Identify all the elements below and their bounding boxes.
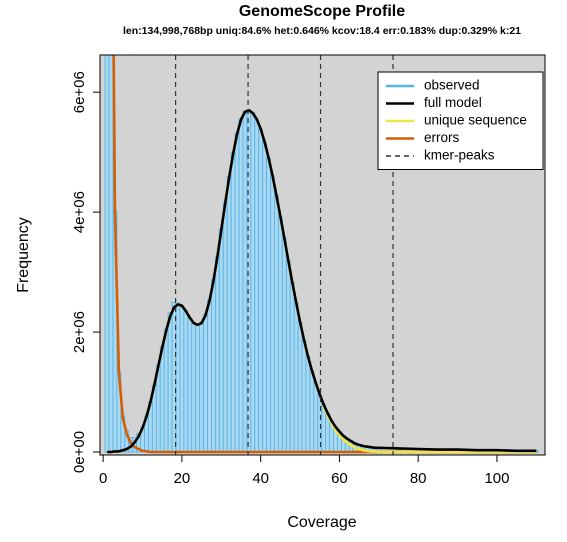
bar bbox=[214, 256, 220, 453]
plot-frame bbox=[99, 54, 546, 456]
bar bbox=[210, 279, 216, 453]
bar bbox=[270, 175, 275, 453]
x-tick-label: 80 bbox=[410, 470, 427, 487]
legend-label: unique sequence bbox=[424, 113, 527, 128]
bar bbox=[309, 370, 315, 453]
y-tick-label: 2e+06 bbox=[71, 311, 88, 353]
bar bbox=[238, 118, 244, 453]
y-axis-label: Frequency bbox=[15, 217, 32, 293]
x-tick-label: 60 bbox=[331, 470, 348, 487]
x-tick-label: 40 bbox=[252, 470, 269, 487]
bar bbox=[230, 152, 236, 453]
bar bbox=[175, 302, 181, 453]
bar bbox=[183, 311, 189, 453]
bar bbox=[159, 346, 165, 453]
bar bbox=[297, 322, 303, 453]
bar bbox=[187, 317, 193, 453]
bar bbox=[305, 356, 311, 453]
bar bbox=[293, 302, 299, 453]
legend-label: errors bbox=[424, 130, 460, 145]
bar bbox=[218, 228, 224, 453]
bar bbox=[191, 322, 197, 453]
bar bbox=[285, 260, 291, 453]
chart-subtitle: len:134,998,768bp uniq:84.6% het:0.646% … bbox=[123, 25, 521, 37]
bar bbox=[108, 55, 114, 453]
legend-label: full model bbox=[424, 95, 482, 110]
bar bbox=[281, 238, 287, 453]
bar bbox=[242, 110, 248, 453]
series-line bbox=[107, 108, 537, 454]
bar bbox=[179, 306, 185, 453]
x-tick-label: 100 bbox=[484, 470, 509, 487]
bar bbox=[266, 157, 271, 453]
y-tick-label: 6e+06 bbox=[71, 71, 88, 113]
chart-title: GenomeScope Profile bbox=[239, 3, 405, 20]
bar bbox=[262, 142, 268, 453]
bar bbox=[258, 128, 264, 453]
bar bbox=[274, 195, 279, 453]
bar bbox=[250, 112, 256, 453]
bar bbox=[203, 313, 208, 453]
bar bbox=[104, 55, 110, 453]
y-tick-label: 0e+00 bbox=[71, 431, 88, 473]
bar bbox=[289, 281, 295, 453]
x-tick-label: 0 bbox=[99, 470, 107, 487]
bar bbox=[222, 202, 228, 453]
bar bbox=[226, 176, 232, 453]
bar bbox=[254, 119, 260, 453]
bar bbox=[163, 328, 169, 453]
bar bbox=[234, 133, 240, 453]
bar bbox=[277, 216, 283, 453]
legend-label: observed bbox=[424, 78, 480, 93]
bar bbox=[207, 299, 212, 453]
x-axis-label: Coverage bbox=[287, 514, 356, 531]
legend-label: kmer-peaks bbox=[424, 148, 495, 163]
plot-area bbox=[100, 55, 545, 455]
x-tick-label: 20 bbox=[174, 470, 191, 487]
series-line bbox=[112, 55, 537, 454]
bar bbox=[171, 301, 177, 453]
bar bbox=[313, 383, 319, 453]
y-tick-label: 4e+06 bbox=[71, 191, 88, 233]
bar bbox=[167, 312, 173, 453]
bar bbox=[301, 340, 307, 453]
bar bbox=[199, 321, 205, 453]
bar bbox=[195, 323, 201, 453]
